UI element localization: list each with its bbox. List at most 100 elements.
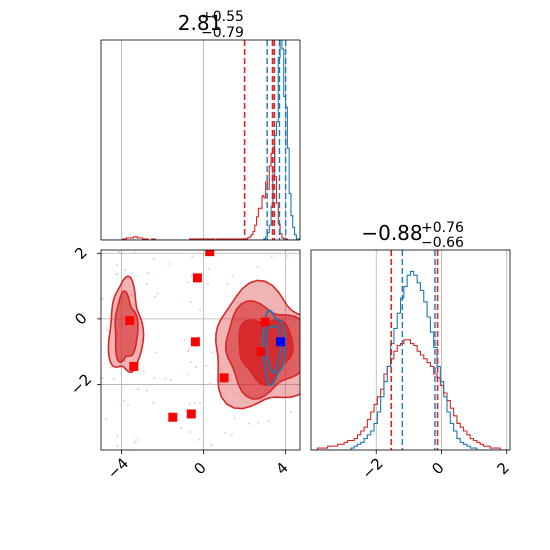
joint-x-tick-label: −4	[104, 454, 132, 482]
marginal-y-title: −0.88	[361, 221, 422, 245]
joint-y-tick-label: 2	[71, 244, 90, 263]
joint-sample-dot	[198, 438, 201, 441]
joint-sample-dot	[122, 400, 125, 403]
marginal-y-x-tick-label: 0	[428, 459, 447, 478]
joint-sample-dot	[208, 382, 211, 385]
joint-sample-dot	[219, 368, 222, 371]
joint-x-tick-label: 4	[272, 459, 291, 478]
joint-sample-dot	[142, 370, 145, 373]
marginal-x-title-median: 2.81	[178, 11, 223, 35]
joint-sample-dot	[112, 377, 115, 380]
joint-square-red	[260, 317, 270, 327]
joint-x-tick-label: 0	[190, 459, 209, 478]
joint-sample-dot	[156, 292, 159, 295]
joint-x-ticks: −4 0 4	[104, 450, 292, 483]
joint-sample-dot	[187, 373, 190, 376]
marginal-y-x-tick-label: −2	[359, 454, 387, 482]
joint-contour-blue	[261, 309, 286, 387]
marginal-y-panel: −2 0 2 −0.88 +0.76 −0.66	[310, 220, 513, 483]
joint-sample-dot	[147, 272, 150, 275]
joint-sample-dot	[123, 269, 126, 272]
joint-sample-dot	[189, 430, 192, 433]
joint-sample-dot	[286, 255, 289, 258]
marginal-x-title: 2.81	[178, 11, 223, 35]
joint-sample-dot	[236, 301, 239, 304]
joint-sample-dot	[210, 444, 213, 447]
marginal-x-quantile-lines	[243, 40, 287, 240]
marginal-y-title-plus: +0.76	[421, 220, 464, 236]
joint-sample-dot	[257, 421, 260, 424]
joint-sample-dot	[130, 294, 133, 297]
joint-sample-dot	[191, 255, 194, 258]
joint-sample-dot	[224, 431, 227, 434]
marginal-x-title-plus: +0.55	[201, 9, 244, 25]
joint-sample-dot	[169, 378, 172, 381]
joint-sample-dot	[153, 295, 156, 298]
joint-sample-dot	[105, 328, 108, 331]
joint-sample-dot	[231, 275, 234, 278]
marginal-y-x-ticks: −2 0 2	[359, 450, 513, 483]
joint-sample-dot	[116, 435, 119, 438]
joint-sample-dot	[199, 401, 202, 404]
joint-sample-dot	[233, 392, 236, 395]
joint-sample-dot	[183, 338, 186, 341]
joint-square-red	[186, 409, 196, 419]
joint-sample-dot	[137, 388, 140, 391]
joint-sample-dot	[167, 262, 170, 265]
marginal-y-histograms	[311, 270, 510, 450]
joint-square-red	[168, 412, 178, 422]
joint-contours	[107, 275, 300, 410]
joint-sample-dot	[195, 366, 198, 369]
joint-sample-dot	[206, 282, 209, 285]
joint-sample-dot	[189, 301, 192, 304]
marginal-y-frame	[310, 249, 511, 451]
joint-sample-dot	[207, 267, 210, 270]
joint-sample-dot	[133, 441, 136, 444]
joint-square-red	[219, 373, 229, 383]
joint-sample-dot	[145, 389, 148, 392]
joint-square-red	[256, 347, 266, 357]
joint-square-red	[125, 315, 135, 325]
joint-sample-dot	[117, 250, 120, 253]
marginal-x-histograms	[101, 40, 300, 240]
marginal-y-grid	[375, 250, 508, 450]
joint-squares	[125, 250, 286, 422]
joint-sample-dot	[190, 274, 193, 277]
marginal-x-hist-blue	[101, 40, 300, 240]
joint-sample-dot	[155, 351, 158, 354]
joint-square-red	[205, 250, 215, 257]
joint-sample-dot	[133, 251, 136, 254]
joint-square-red	[192, 273, 202, 283]
joint-sample-dot	[188, 402, 191, 405]
joint-sample-dot	[101, 377, 104, 380]
joint-sample-dot	[104, 418, 107, 421]
joint-sample-dot	[188, 347, 191, 350]
joint-sample-dot	[233, 417, 236, 420]
joint-sample-dot	[187, 281, 190, 284]
joint-sample-dot	[115, 272, 118, 275]
joint-square-red	[190, 337, 200, 347]
joint-sample-dot	[267, 419, 270, 422]
joint-sample-dot	[164, 377, 167, 380]
joint-sample-dot	[109, 366, 112, 369]
joint-frame	[100, 249, 301, 451]
joint-sample-dot	[124, 360, 127, 363]
joint-contour-red	[114, 290, 139, 363]
joint-sample-dot	[115, 263, 118, 266]
marginal-y-title-minus: −0.66	[421, 235, 464, 251]
marginal-x-panel: 2.81 +0.55 −0.79	[100, 9, 301, 241]
marginal-x-grid	[121, 40, 287, 240]
joint-sample-dot	[205, 364, 208, 367]
joint-sample-dot	[290, 384, 293, 387]
joint-sample-dot	[189, 361, 192, 364]
joint-sample-dot	[152, 401, 155, 404]
joint-panel: −4 0 4 −2 0 2	[67, 244, 301, 483]
joint-sample-dot	[256, 266, 259, 269]
joint-sample-dot	[153, 257, 156, 260]
joint-y-tick-label: −2	[67, 370, 95, 398]
marginal-x-hist-red	[101, 146, 300, 240]
joint-contour-blue	[265, 324, 282, 375]
joint-sample-dot	[180, 427, 183, 430]
joint-sample-dot	[116, 444, 119, 447]
